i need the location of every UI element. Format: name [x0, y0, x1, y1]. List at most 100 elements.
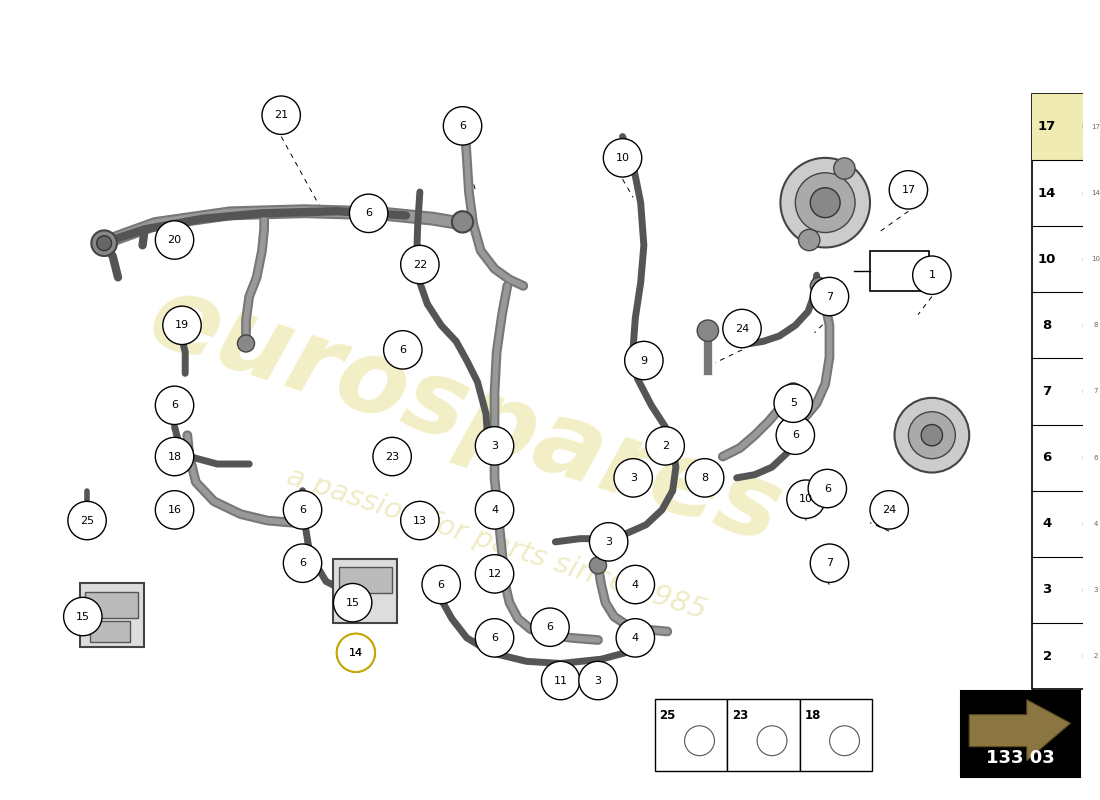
Text: 15: 15 [76, 611, 90, 622]
Text: 17: 17 [901, 185, 915, 195]
Text: 5: 5 [790, 398, 796, 408]
Text: 10: 10 [799, 494, 813, 504]
Circle shape [163, 306, 201, 345]
Text: 13: 13 [412, 515, 427, 526]
Text: 24: 24 [735, 323, 749, 334]
Text: 6: 6 [491, 633, 498, 643]
Circle shape [614, 458, 652, 497]
Text: 2: 2 [1043, 650, 1052, 662]
Text: 22: 22 [412, 259, 427, 270]
Text: 14: 14 [1038, 186, 1056, 199]
Circle shape [774, 384, 813, 422]
Circle shape [777, 416, 814, 454]
Text: a passion for parts since 1985: a passion for parts since 1985 [283, 462, 711, 626]
Text: 21: 21 [274, 110, 288, 120]
Text: 20: 20 [167, 235, 182, 245]
Circle shape [780, 158, 870, 247]
Text: 7: 7 [826, 558, 833, 568]
Circle shape [350, 194, 388, 233]
Circle shape [889, 170, 927, 209]
Text: 133 03: 133 03 [986, 749, 1055, 766]
Circle shape [455, 116, 474, 135]
Circle shape [373, 438, 411, 476]
Text: 10: 10 [616, 153, 629, 163]
Text: 7: 7 [1043, 385, 1052, 398]
Text: 6: 6 [459, 121, 466, 131]
Text: 8: 8 [1093, 322, 1099, 328]
Text: 10: 10 [1038, 253, 1056, 266]
Circle shape [795, 173, 855, 233]
Circle shape [616, 566, 654, 604]
FancyBboxPatch shape [1032, 94, 1100, 689]
Circle shape [284, 544, 321, 582]
Circle shape [811, 278, 827, 294]
Text: 6: 6 [399, 345, 406, 355]
Circle shape [262, 96, 300, 134]
Circle shape [64, 598, 102, 636]
Text: 18: 18 [167, 451, 182, 462]
Text: 16: 16 [167, 505, 182, 515]
Circle shape [646, 426, 684, 465]
Text: 6: 6 [824, 483, 830, 494]
Circle shape [475, 618, 514, 657]
Circle shape [590, 557, 606, 574]
Circle shape [579, 662, 617, 700]
Circle shape [452, 211, 473, 233]
Circle shape [443, 106, 482, 145]
Text: 4: 4 [1093, 521, 1098, 526]
Circle shape [384, 330, 422, 369]
Circle shape [541, 662, 580, 700]
Text: 17: 17 [1091, 124, 1100, 130]
Circle shape [603, 138, 641, 177]
FancyBboxPatch shape [339, 567, 392, 593]
Text: 3: 3 [1093, 587, 1099, 593]
Text: 6: 6 [1043, 451, 1052, 464]
Text: eurospares: eurospares [136, 266, 793, 566]
Circle shape [333, 583, 372, 622]
Circle shape [921, 425, 943, 446]
FancyBboxPatch shape [800, 698, 872, 771]
Circle shape [475, 554, 514, 593]
Text: 6: 6 [792, 430, 799, 440]
Text: 6: 6 [299, 505, 306, 515]
Polygon shape [969, 700, 1070, 761]
Circle shape [155, 386, 194, 425]
Text: 1: 1 [928, 270, 935, 280]
Text: 6: 6 [170, 400, 178, 410]
Circle shape [625, 342, 663, 380]
Text: 6: 6 [438, 579, 444, 590]
Text: 19: 19 [175, 320, 189, 330]
Circle shape [616, 618, 654, 657]
Text: 4: 4 [631, 579, 639, 590]
Circle shape [811, 278, 849, 316]
Text: 6: 6 [547, 622, 553, 632]
Circle shape [531, 608, 569, 646]
Circle shape [909, 412, 955, 458]
Circle shape [808, 470, 847, 508]
Text: 9: 9 [640, 355, 648, 366]
Text: 3: 3 [1043, 583, 1052, 596]
Circle shape [91, 230, 117, 256]
Circle shape [475, 490, 514, 529]
Text: 23: 23 [732, 710, 748, 722]
Circle shape [155, 438, 194, 476]
Circle shape [97, 236, 111, 250]
Text: 3: 3 [594, 675, 602, 686]
Text: 2: 2 [1093, 653, 1098, 659]
Text: 11: 11 [553, 675, 568, 686]
FancyBboxPatch shape [960, 691, 1080, 777]
Circle shape [894, 398, 969, 473]
Text: 17: 17 [1038, 121, 1056, 134]
Circle shape [400, 502, 439, 540]
Text: 8: 8 [701, 473, 708, 483]
Circle shape [811, 188, 840, 218]
Circle shape [337, 634, 375, 672]
Text: 7: 7 [826, 291, 833, 302]
Text: 4: 4 [491, 505, 498, 515]
Circle shape [337, 634, 375, 672]
Circle shape [786, 480, 825, 518]
Circle shape [475, 426, 514, 465]
Text: 14: 14 [1091, 190, 1100, 196]
Circle shape [783, 383, 803, 402]
Text: 8: 8 [1043, 319, 1052, 332]
